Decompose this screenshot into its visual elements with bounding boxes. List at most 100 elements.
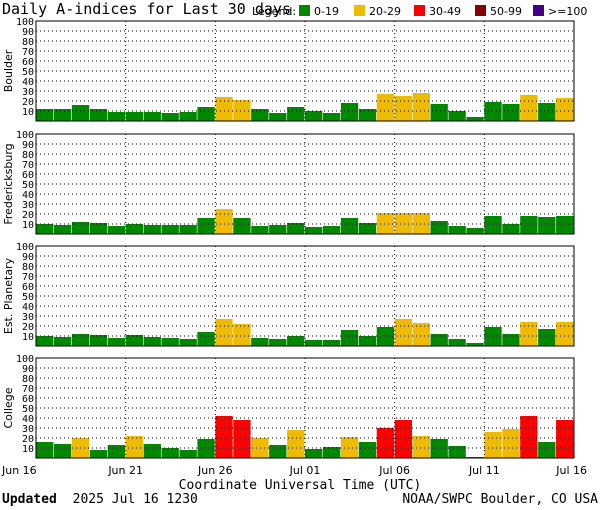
bar: [269, 339, 287, 346]
legend-swatch: [475, 5, 486, 16]
y-tick-label: 80: [22, 150, 34, 161]
bar: [71, 222, 90, 234]
y-tick-label: 100: [16, 130, 34, 141]
bar: [322, 447, 341, 458]
bar: [215, 209, 233, 234]
y-tick-label: 20: [22, 322, 34, 333]
bar: [340, 437, 359, 458]
updated-line: Updated 2025 Jul 16 1230: [2, 492, 198, 507]
bar: [36, 336, 54, 346]
bar: [466, 117, 484, 121]
bar: [233, 324, 251, 346]
bar: [125, 335, 143, 346]
bar: [251, 109, 269, 121]
legend-label: >=100: [548, 5, 587, 18]
bar: [340, 218, 359, 234]
x-axis-label: Coordinate Universal Time (UTC): [179, 478, 422, 493]
bar: [394, 213, 412, 234]
y-axis-label: Est. Planetary: [2, 257, 15, 334]
bar: [376, 94, 395, 121]
y-tick-label: 70: [22, 272, 34, 283]
bar: [233, 420, 251, 458]
y-tick-label: 40: [22, 414, 34, 425]
bar: [502, 334, 520, 346]
bar: [556, 420, 574, 458]
bar: [322, 340, 341, 346]
bar: [125, 112, 143, 121]
bar: [538, 442, 556, 458]
x-tick-label: Jun 21: [107, 464, 143, 477]
bar: [269, 225, 287, 234]
bar: [107, 338, 126, 346]
bar: [197, 332, 215, 346]
y-tick-label: 20: [22, 97, 34, 108]
y-tick-label: 90: [22, 364, 34, 375]
bar: [233, 218, 251, 234]
y-tick-label: 70: [22, 384, 34, 395]
y-tick-label: 80: [22, 37, 34, 48]
y-tick-label: 80: [22, 374, 34, 385]
panel-frame: [35, 245, 575, 347]
bar: [269, 445, 287, 458]
bar: [394, 319, 412, 346]
bar: [161, 225, 179, 234]
legend-label: 30-49: [429, 5, 461, 18]
y-tick-label: 90: [22, 252, 34, 263]
bar: [502, 224, 520, 234]
updated-label: Updated: [2, 492, 57, 507]
bar: [179, 339, 197, 346]
bar: [197, 107, 215, 121]
y-tick-label: 60: [22, 57, 34, 68]
y-tick-label: 30: [22, 200, 34, 211]
bar: [520, 216, 538, 234]
bar: [161, 338, 179, 346]
bar: [89, 450, 108, 458]
bar: [322, 113, 341, 121]
bar: [412, 93, 430, 121]
chart-title: Daily A-indices for Last 30 days: [2, 0, 291, 18]
bar: [143, 444, 161, 458]
legend-label: 50-99: [490, 5, 522, 18]
y-tick-label: 60: [22, 282, 34, 293]
bar: [251, 438, 269, 458]
bar: [89, 109, 108, 121]
legend-swatch: [354, 5, 365, 16]
bar: [251, 338, 269, 346]
bar: [430, 221, 448, 234]
y-tick-label: 50: [22, 67, 34, 78]
bar: [305, 227, 323, 234]
bar: [53, 444, 72, 458]
legend-swatch: [414, 5, 425, 16]
y-tick-label: 100: [16, 242, 34, 253]
legend-swatch: [533, 5, 544, 16]
bar: [197, 439, 215, 458]
panel-frame: [35, 133, 575, 235]
credit-text: NOAA/SWPC Boulder, CO USA: [402, 492, 598, 507]
bar: [502, 104, 520, 121]
bar: [36, 224, 54, 234]
bar: [394, 96, 412, 121]
bar: [125, 224, 143, 234]
bar: [448, 226, 466, 234]
bar: [448, 339, 466, 346]
bar: [36, 442, 54, 458]
bar: [412, 436, 430, 458]
bar: [412, 213, 430, 234]
bar: [394, 420, 412, 458]
bar: [358, 109, 377, 121]
y-tick-label: 30: [22, 87, 34, 98]
panel-frame: [35, 20, 575, 122]
bar: [448, 111, 466, 121]
bar: [233, 100, 251, 121]
bar: [143, 337, 161, 346]
bar: [215, 97, 233, 121]
bar: [358, 223, 377, 234]
bar: [287, 223, 305, 234]
legend-label: 0-19: [314, 5, 339, 18]
bar: [430, 439, 448, 458]
x-tick-label: Jul 11: [468, 464, 500, 477]
